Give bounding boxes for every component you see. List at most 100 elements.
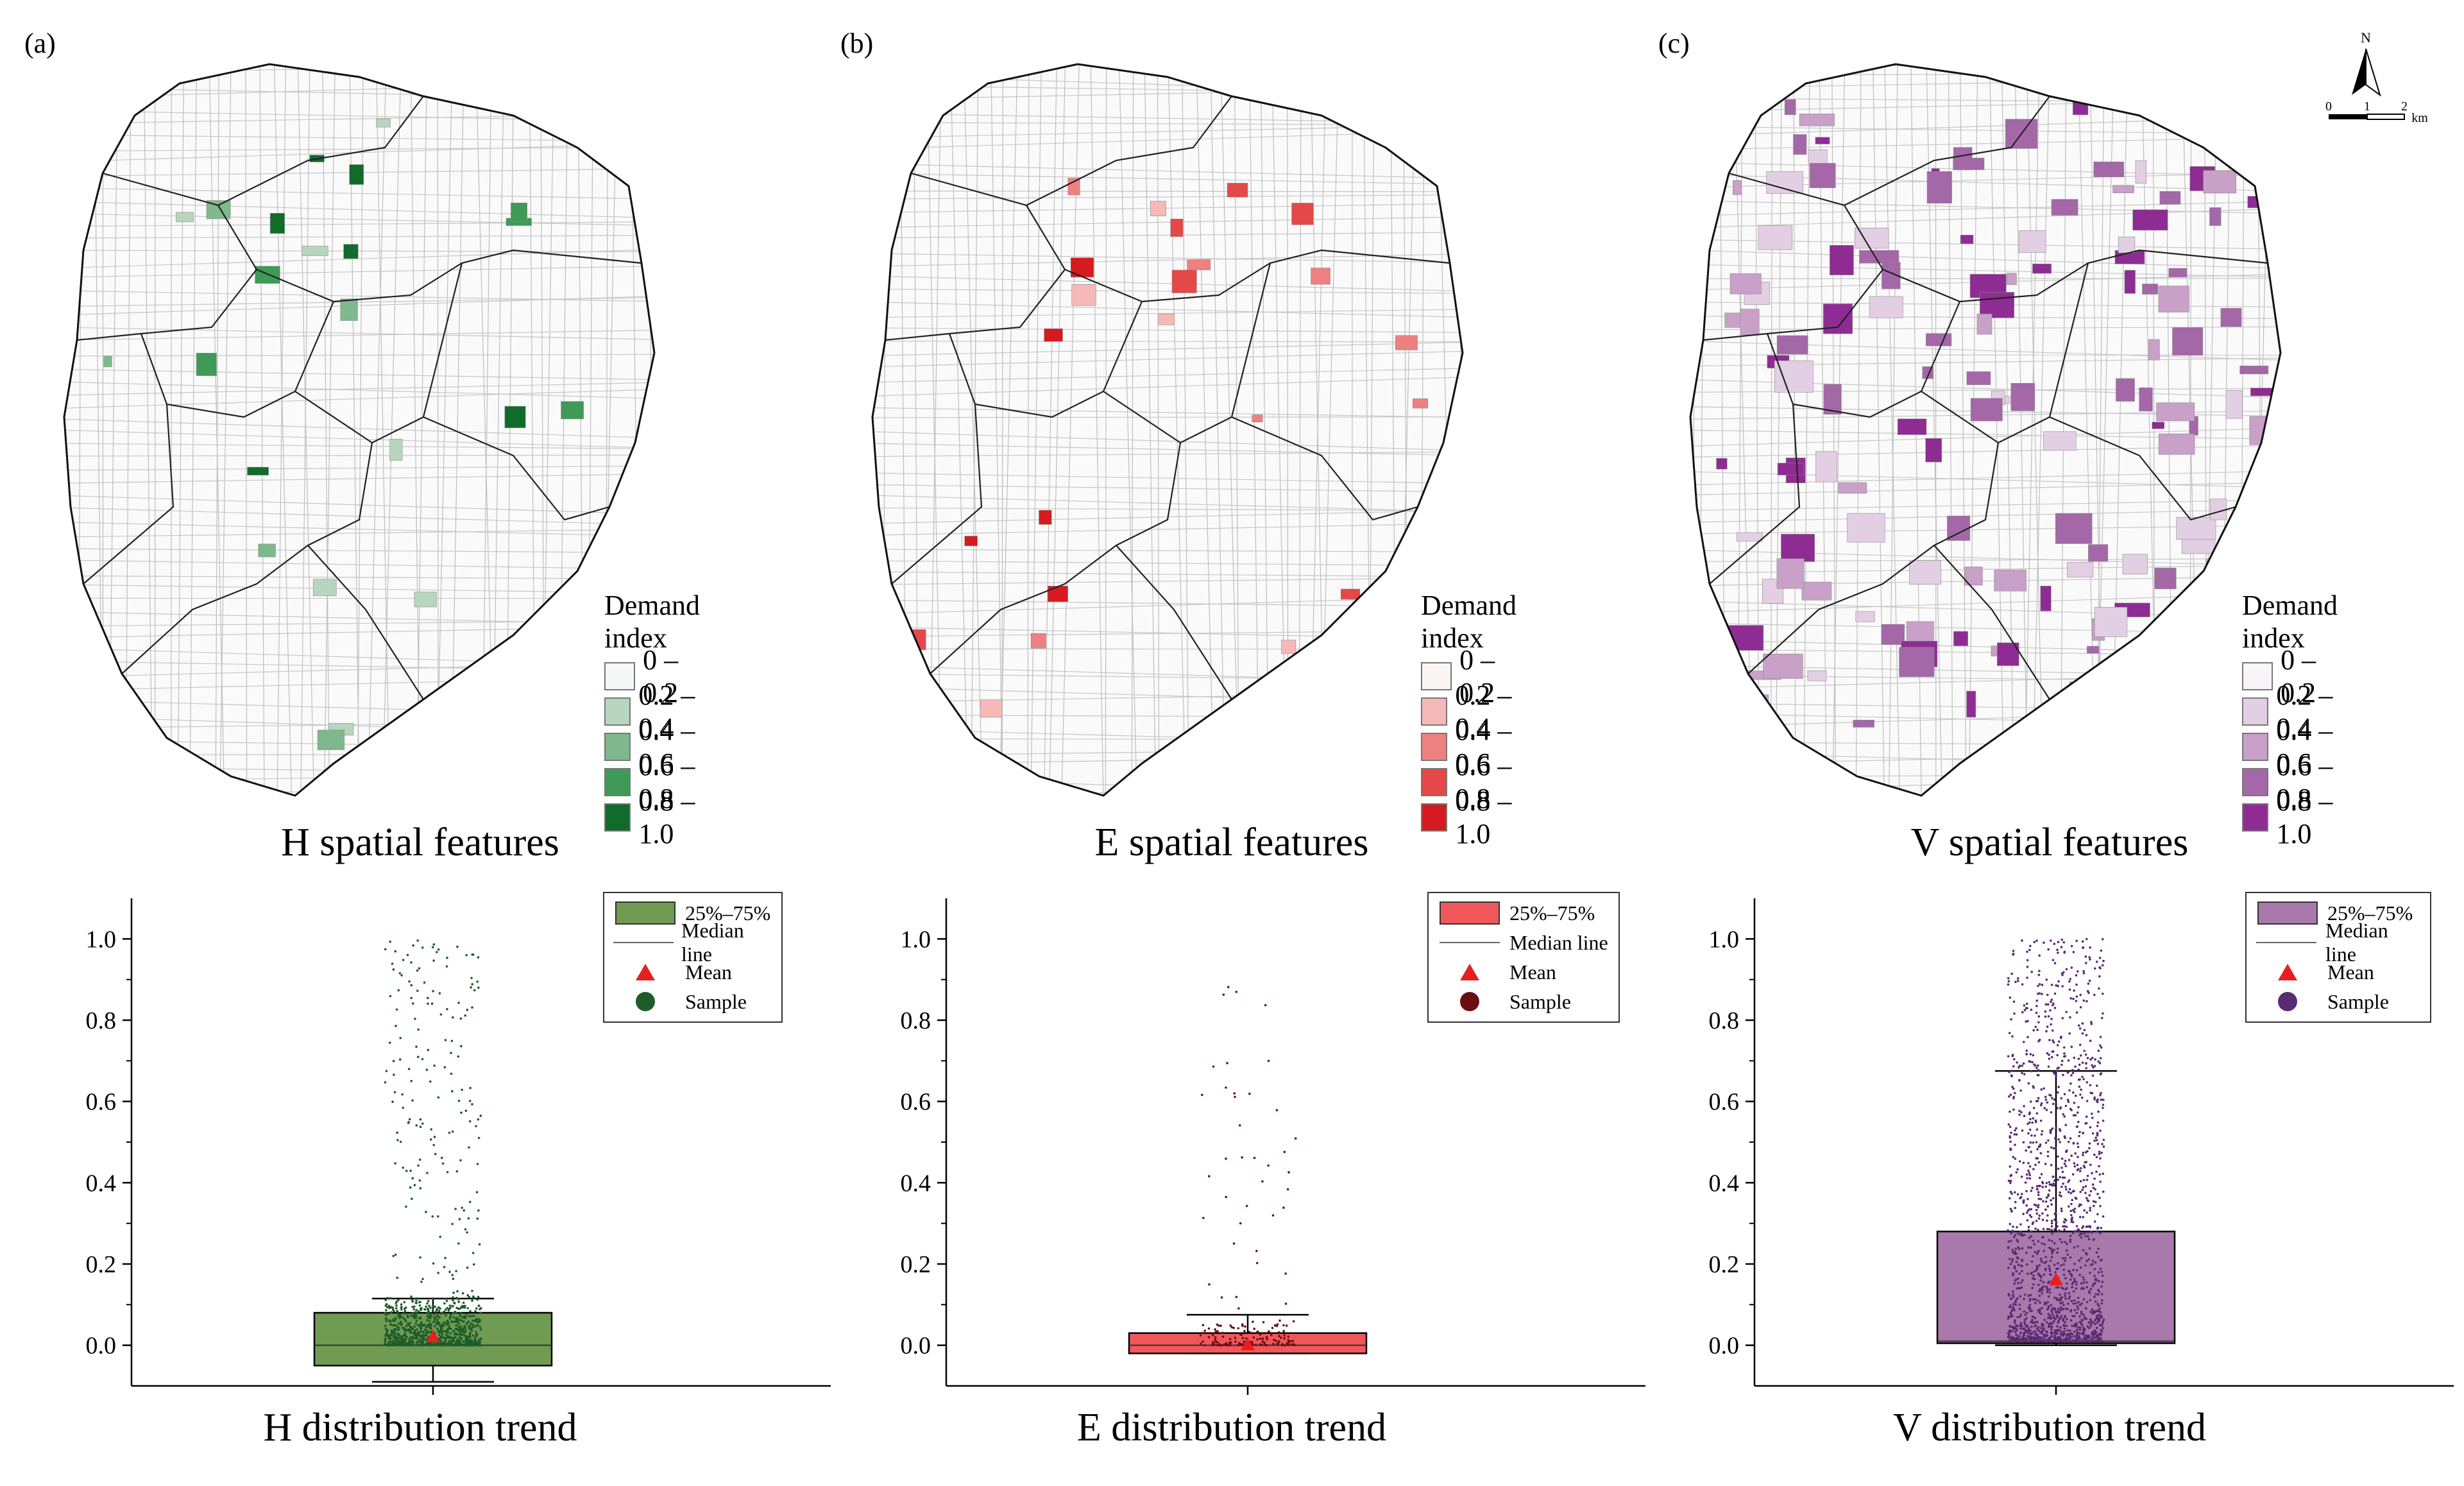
legend-class-3: 0.6 – 0.8 <box>1421 750 1517 814</box>
sample-point <box>2025 1338 2028 1342</box>
sample-point <box>2019 1223 2022 1226</box>
sample-point <box>2071 1199 2074 1202</box>
sample-point <box>419 1187 422 1190</box>
sample-point <box>441 1162 445 1165</box>
sample-point <box>2009 1125 2012 1128</box>
road-line <box>971 64 979 796</box>
sample-point <box>471 1299 473 1302</box>
sample-point <box>2034 1119 2037 1122</box>
sample-point <box>2050 984 2053 986</box>
sample-point <box>2040 1274 2043 1277</box>
sample-point <box>2073 1102 2076 1104</box>
sample-point <box>395 1025 397 1027</box>
legend-swatch <box>2242 697 2269 726</box>
sample-point <box>421 1337 424 1340</box>
sample-point <box>2097 1335 2100 1338</box>
sample-point <box>2070 966 2073 969</box>
sample-point <box>399 1037 402 1039</box>
sample-point <box>2066 1329 2069 1332</box>
sample-point <box>1263 1341 1266 1344</box>
sample-point <box>2028 1060 2030 1063</box>
sample-point <box>385 1070 388 1073</box>
sample-point <box>1227 1344 1230 1347</box>
sample-point <box>2078 1274 2081 1276</box>
sample-point <box>2015 1252 2018 1255</box>
sample-point <box>451 1130 454 1133</box>
demand-parcel <box>1758 225 1793 250</box>
sample-point <box>397 1334 400 1337</box>
sample-point <box>2031 1061 2034 1064</box>
sample-point <box>2022 1041 2025 1043</box>
sample-point <box>2086 1301 2089 1304</box>
sample-point <box>2063 1115 2066 1118</box>
sample-point <box>2051 1232 2054 1235</box>
sample-point <box>2050 1229 2053 1231</box>
sample-point <box>2025 1263 2028 1266</box>
sample-point <box>2059 1175 2062 1179</box>
demand-parcel <box>1311 268 1330 285</box>
demand-parcel <box>1776 558 1805 589</box>
sample-point <box>399 1344 402 1347</box>
sample-point <box>444 1322 446 1324</box>
sample-point <box>456 1333 459 1336</box>
sample-point <box>2082 1326 2085 1329</box>
sample-point <box>2016 1337 2019 1339</box>
sample-point <box>400 1306 403 1308</box>
road-line <box>872 203 1463 213</box>
sample-point <box>2062 1287 2064 1290</box>
sample-point <box>418 1301 421 1304</box>
sample-point <box>2023 1310 2026 1313</box>
sample-point <box>2099 1157 2102 1160</box>
road-line <box>1690 208 2281 228</box>
sample-point <box>401 1093 404 1096</box>
sample-point <box>395 1328 398 1331</box>
sample-point <box>1265 1336 1268 1338</box>
sample-point <box>1255 1261 1259 1265</box>
sample-point <box>402 959 405 961</box>
district-boundary <box>423 416 610 521</box>
sample-point <box>402 1342 404 1345</box>
sample-point <box>406 953 409 957</box>
sample-point <box>2062 1113 2065 1116</box>
sample-point <box>434 1305 436 1308</box>
sample-point <box>2050 1018 2053 1020</box>
sample-point <box>2018 1113 2021 1116</box>
road-line <box>2001 64 2015 796</box>
sample-point <box>2073 1246 2076 1249</box>
sample-point <box>475 1191 479 1193</box>
sample-point <box>2089 1288 2093 1291</box>
sample-point <box>2088 1339 2091 1342</box>
sample-point <box>2100 1339 2103 1342</box>
sample-point <box>2066 1071 2069 1074</box>
sample-point <box>2064 1240 2066 1243</box>
demand-parcel <box>2073 96 2089 115</box>
sample-point <box>2012 1306 2015 1309</box>
legend-swatch <box>2242 767 2269 796</box>
road-line <box>872 549 1463 552</box>
sample-point <box>389 1337 392 1340</box>
legend-swatch <box>1421 662 1452 690</box>
sample-point <box>2069 1214 2073 1217</box>
sample-point <box>2061 985 2064 987</box>
sample-point <box>2043 1087 2045 1090</box>
sample-point <box>2063 1316 2066 1319</box>
road-line <box>273 64 293 796</box>
demand-parcel <box>1733 180 1742 195</box>
sample-point <box>1207 1327 1211 1330</box>
sample-point <box>2007 1055 2010 1058</box>
sample-point <box>2082 1131 2084 1134</box>
sample-point <box>2078 1205 2080 1208</box>
demand-parcel <box>2158 433 2195 455</box>
sample-point <box>2055 1070 2058 1072</box>
sample-point <box>1228 1342 1231 1344</box>
sample-point <box>2093 967 2096 970</box>
sample-point <box>1294 1137 1297 1140</box>
road-line <box>64 235 654 239</box>
sample-point <box>2087 982 2090 985</box>
sample-point <box>2035 1212 2039 1215</box>
sample-point <box>2050 1328 2053 1331</box>
sample-point <box>445 1338 447 1341</box>
sample-point <box>2099 1036 2102 1038</box>
sample-point <box>450 1320 454 1323</box>
sample-point <box>460 1319 463 1322</box>
